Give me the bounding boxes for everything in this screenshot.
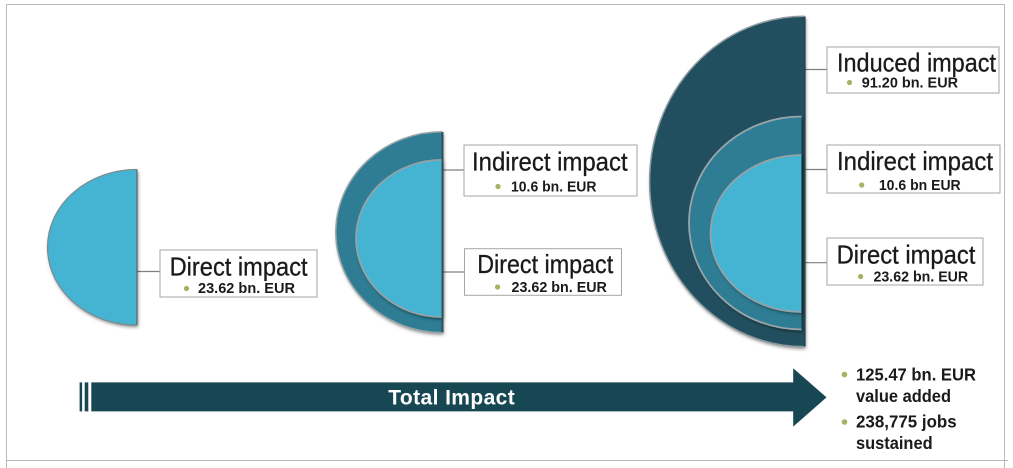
svg-text:Total Impact: Total Impact: [388, 387, 515, 410]
svg-text:Direct impact: Direct impact: [837, 239, 977, 269]
svg-text:Direct impact: Direct impact: [477, 249, 614, 279]
svg-text:sustained: sustained: [856, 433, 933, 453]
svg-text:value added: value added: [856, 386, 951, 406]
svg-text:23.62 bn. EUR: 23.62 bn. EUR: [198, 280, 295, 297]
svg-text:Indirect impact: Indirect impact: [472, 147, 628, 177]
svg-text:23.62 bn. EUR: 23.62 bn. EUR: [512, 279, 608, 296]
svg-text:238,775 jobs: 238,775 jobs: [856, 412, 957, 432]
svg-text:10.6 bn EUR: 10.6 bn EUR: [879, 177, 961, 194]
svg-text:Direct impact: Direct impact: [170, 252, 309, 282]
svg-text:125.47 bn. EUR: 125.47 bn. EUR: [856, 365, 976, 385]
svg-text:Indirect impact: Indirect impact: [837, 146, 994, 176]
svg-text:10.6 bn. EUR: 10.6 bn. EUR: [511, 178, 597, 195]
svg-text:Induced impact: Induced impact: [837, 48, 997, 78]
svg-text:23.62 bn. EUR: 23.62 bn. EUR: [874, 269, 969, 286]
svg-text:91.20 bn. EUR: 91.20 bn. EUR: [862, 75, 959, 92]
